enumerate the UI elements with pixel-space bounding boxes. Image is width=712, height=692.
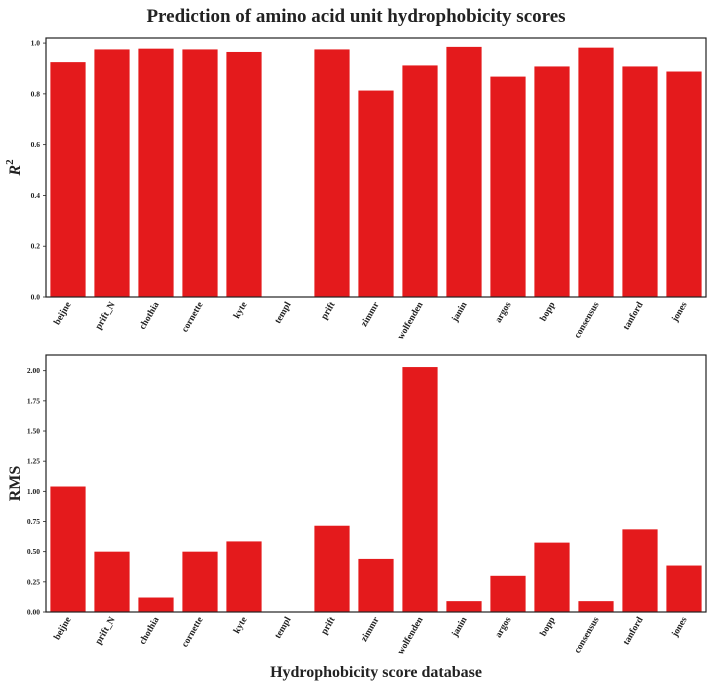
x-tick-label-tanford: tanford	[622, 615, 646, 647]
x-tick-label-janin: janin	[450, 300, 470, 325]
x-tick-label-cornette: cornette	[180, 616, 205, 650]
bar-chothia	[138, 597, 174, 612]
x-tick-label-wolfenden: wolfenden	[396, 615, 426, 657]
y-tick-label: 0.0	[31, 293, 41, 302]
x-tick-label-wolfenden: wolfenden	[396, 300, 426, 342]
bar-beijne	[50, 486, 86, 612]
panel-1: 0.0 0.2 0.4 0.6 0.8 1.0 beijne prift_N chothia co…	[4, 37, 707, 342]
bar-prift_N	[94, 551, 130, 612]
y-tick-label: 2.00	[27, 366, 40, 375]
x-tick-label-consensus: consensus	[573, 300, 602, 340]
y-tick-label: 1.25	[27, 457, 40, 466]
x-tick-label-kyte: kyte	[232, 301, 249, 321]
x-tick-label-prift_N: prift_N	[94, 300, 118, 331]
panel-2: 0.00 0.25 0.50 0.75 1.00 1.25 1.50 1.75 2.00 beij…	[7, 354, 707, 657]
bar-kyte	[226, 541, 262, 612]
x-tick-label-argos: argos	[494, 615, 514, 639]
y-tick-label: 1.50	[27, 427, 40, 436]
bar-tanford	[622, 529, 658, 612]
bar-prift	[314, 49, 350, 298]
plot-frame	[45, 37, 707, 298]
x-tick-label-consensus: consensus	[573, 615, 602, 655]
x-tick-label-prift: prift	[320, 300, 338, 322]
x-tick-label-jones: jones	[670, 300, 690, 324]
bar-wolfenden	[402, 65, 438, 298]
bar-zimmr	[358, 558, 394, 612]
x-tick-label-bopp: bopp	[539, 301, 558, 324]
y-tick-label: 1.0	[31, 39, 41, 48]
x-tick-label-cornette: cornette	[180, 301, 205, 335]
y-tick-label: 0.25	[27, 577, 40, 586]
x-tick-label-templ: templ	[273, 300, 293, 325]
x-tick-label-jones: jones	[670, 615, 690, 639]
y-tick-label: 0.4	[31, 191, 41, 200]
bar-jones	[666, 71, 702, 298]
x-tick-label-chothia: chothia	[138, 615, 162, 646]
x-tick-label-tanford: tanford	[622, 300, 646, 332]
y-tick-label: 0.6	[31, 140, 41, 149]
x-tick-label-chothia: chothia	[138, 300, 162, 331]
bar-prift	[314, 525, 350, 612]
y-tick-label: 0.75	[27, 517, 40, 526]
bar-tanford	[622, 66, 658, 298]
y-tick-label: 1.75	[27, 396, 40, 405]
x-tick-label-kyte: kyte	[232, 616, 249, 636]
bar-consensus	[578, 47, 614, 298]
x-tick-label-templ: templ	[273, 615, 293, 640]
x-tick-label-bopp: bopp	[539, 616, 558, 639]
x-tick-label-argos: argos	[494, 300, 514, 324]
bar-zimmr	[358, 90, 394, 297]
bar-argos	[490, 575, 526, 612]
x-tick-label-prift_N: prift_N	[94, 615, 118, 646]
y-tick-label: 0.00	[27, 608, 40, 617]
x-axis-label: Hydrophobicity score database	[270, 664, 482, 681]
bar-prift_N	[94, 49, 130, 298]
y-tick-label: 0.8	[31, 89, 41, 98]
y-axis-label: RMS	[7, 466, 24, 502]
x-tick-label-prift: prift	[320, 615, 338, 637]
bar-bopp	[534, 542, 570, 612]
bar-consensus	[578, 601, 614, 612]
x-tick-label-janin: janin	[450, 615, 470, 640]
bar-janin	[446, 46, 482, 298]
plot-frame	[45, 354, 707, 613]
bar-kyte	[226, 51, 262, 298]
bar-chothia	[138, 48, 174, 298]
y-tick-label: 0.2	[31, 242, 41, 251]
bar-wolfenden	[402, 367, 438, 612]
x-tick-label-zimmr: zimmr	[359, 615, 382, 644]
y-tick-label: 0.50	[27, 547, 40, 556]
bar-beijne	[50, 62, 86, 298]
bar-jones	[666, 565, 702, 612]
bar-cornette	[182, 49, 218, 298]
bar-janin	[446, 601, 482, 612]
x-tick-label-zimmr: zimmr	[359, 300, 382, 329]
chart-title: Prediction of amino acid unit hydrophobi…	[146, 6, 565, 27]
bar-argos	[490, 76, 526, 298]
x-tick-label-beijne: beijne	[53, 616, 74, 642]
y-tick-label: 1.00	[27, 487, 40, 496]
y-axis-label: R2	[4, 159, 24, 177]
bar-cornette	[182, 551, 218, 612]
bar-bopp	[534, 66, 570, 298]
x-tick-label-beijne: beijne	[53, 301, 74, 327]
